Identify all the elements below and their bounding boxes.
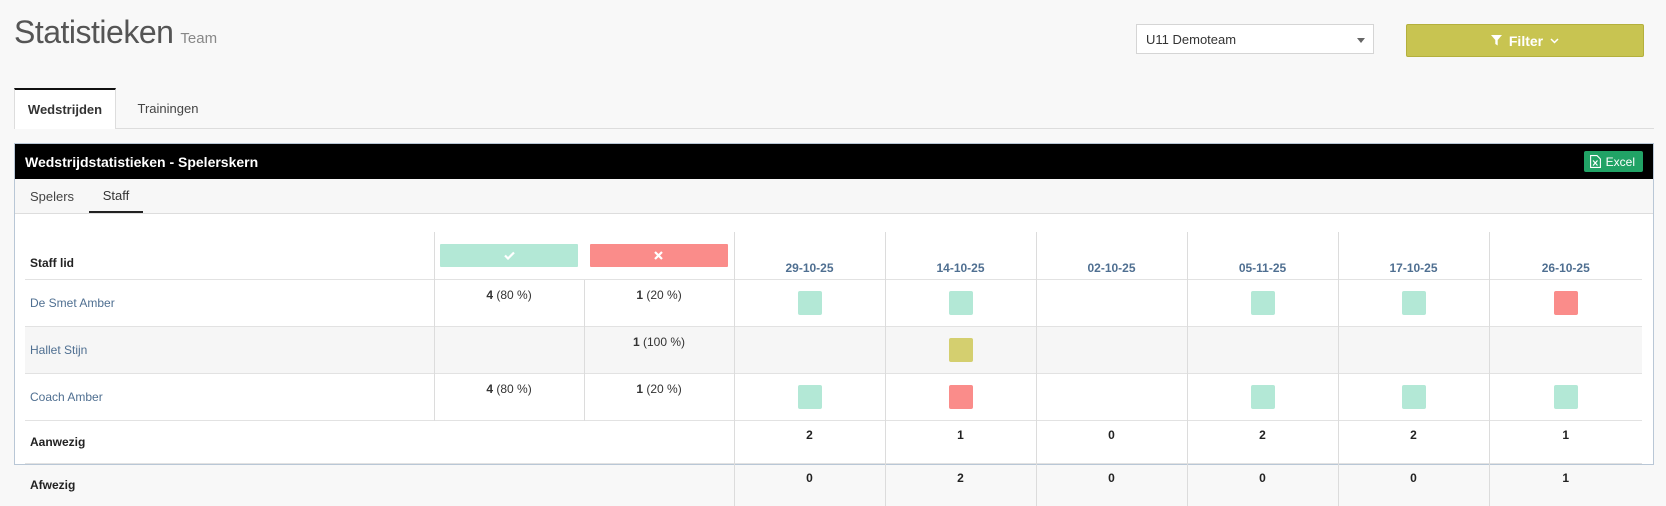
panel-title: Wedstrijdstatistieken - Spelerskern [25,154,258,170]
filter-icon [1491,35,1502,46]
tab-label: Trainingen [138,101,199,116]
tab-label: Wedstrijden [28,102,102,117]
table-row: Hallet Stijn 1 (100 %) [25,327,1642,374]
attendance-cell [885,280,1036,327]
attendance-marker[interactable] [798,291,822,315]
attendance-marker[interactable] [949,338,973,362]
attendance-cell [734,374,885,421]
attendance-cell [1338,374,1489,421]
statistics-page: Statistieken Team U11 Demoteam Filter We… [0,0,1666,479]
tab-wedstrijden[interactable]: Wedstrijden [14,88,116,129]
date-header: 17-10-25 [1338,232,1489,280]
attendance-marker[interactable] [949,291,973,315]
panel-header: Wedstrijdstatistieken - Spelerskern Exce… [15,144,1653,179]
date-header: 05-11-25 [1187,232,1338,280]
attendance-cell [1036,280,1187,327]
summary-value: 0 [1187,464,1338,506]
date-header: 26-10-25 [1489,232,1642,280]
subtab-spelers[interactable]: Spelers [19,179,85,213]
subtab-staff[interactable]: Staff [89,179,143,213]
team-select[interactable]: U11 Demoteam [1136,24,1374,54]
attendance-cell [1036,374,1187,421]
cross-icon [590,244,728,267]
main-tabs: Wedstrijden Trainingen [14,88,1654,129]
table-row: Coach Amber 4 (80 %) 1 (20 %) [25,374,1642,421]
page-subtitle: Team [180,30,217,47]
table-header-row: Staff lid 29-10-25 14-10-25 02-10-25 [25,232,1642,280]
attendance-cell [1338,327,1489,374]
caret-down-icon [1357,38,1365,43]
attendance-cell [734,327,885,374]
chevron-down-icon [1550,38,1559,44]
attendance-marker[interactable] [1554,385,1578,409]
summary-value: 2 [734,421,885,464]
date-header: 29-10-25 [734,232,885,280]
team-select-value: U11 Demoteam [1146,32,1236,47]
attendance-marker[interactable] [798,385,822,409]
column-header-absent [584,232,734,280]
filter-button[interactable]: Filter [1406,24,1644,57]
page-title: Statistieken [14,14,173,51]
attendance-cell [1187,280,1338,327]
attendance-marker[interactable] [1402,291,1426,315]
attendance-cell [1187,327,1338,374]
tab-trainingen[interactable]: Trainingen [118,88,218,128]
present-count-cell: 4 (80 %) [434,374,584,421]
summary-label: Afwezig [25,464,734,506]
attendance-cell [734,280,885,327]
present-count-cell [434,327,584,374]
attendance-marker[interactable] [1402,385,1426,409]
excel-file-icon [1590,155,1601,168]
table-row: De Smet Amber 4 (80 %) 1 (20 %) [25,280,1642,327]
staff-name-link[interactable]: Coach Amber [25,374,434,421]
summary-value: 1 [1489,464,1642,506]
summary-row-absent: Afwezig 0 2 0 0 0 1 [25,464,1642,506]
attendance-marker[interactable] [949,385,973,409]
subtab-label: Staff [103,188,130,203]
summary-value: 0 [1338,464,1489,506]
absent-count-cell: 1 (20 %) [584,280,734,327]
date-header: 02-10-25 [1036,232,1187,280]
attendance-cell [1036,327,1187,374]
attendance-cell [1489,374,1642,421]
attendance-marker[interactable] [1251,291,1275,315]
attendance-cell [885,327,1036,374]
attendance-marker[interactable] [1554,291,1578,315]
attendance-cell [885,374,1036,421]
summary-label: Aanwezig [25,421,734,464]
staff-name-link[interactable]: De Smet Amber [25,280,434,327]
attendance-marker[interactable] [1251,385,1275,409]
excel-export-button[interactable]: Excel [1584,151,1643,172]
page-header: Statistieken Team [14,14,217,51]
column-header-staff: Staff lid [25,232,434,280]
summary-value: 2 [1187,421,1338,464]
summary-value: 2 [885,464,1036,506]
summary-row-present: Aanwezig 2 1 0 2 2 1 [25,421,1642,464]
summary-value: 0 [1036,464,1187,506]
summary-value: 2 [1338,421,1489,464]
statistics-panel: Wedstrijdstatistieken - Spelerskern Exce… [14,143,1654,465]
attendance-cell [1338,280,1489,327]
staff-name-link[interactable]: Hallet Stijn [25,327,434,374]
subtab-label: Spelers [30,189,74,204]
date-header: 14-10-25 [885,232,1036,280]
summary-value: 1 [885,421,1036,464]
attendance-cell [1489,327,1642,374]
summary-value: 1 [1489,421,1642,464]
summary-value: 0 [1036,421,1187,464]
panel-subtabs: Spelers Staff [15,179,1653,214]
check-icon [440,244,578,267]
present-count-cell: 4 (80 %) [434,280,584,327]
summary-value: 0 [734,464,885,506]
column-header-present [434,232,584,280]
staff-stats-table: Staff lid 29-10-25 14-10-25 02-10-25 [25,232,1642,506]
absent-count-cell: 1 (20 %) [584,374,734,421]
filter-button-label: Filter [1509,33,1543,49]
excel-button-label: Excel [1606,155,1635,169]
attendance-cell [1187,374,1338,421]
absent-count-cell: 1 (100 %) [584,327,734,374]
attendance-cell [1489,280,1642,327]
